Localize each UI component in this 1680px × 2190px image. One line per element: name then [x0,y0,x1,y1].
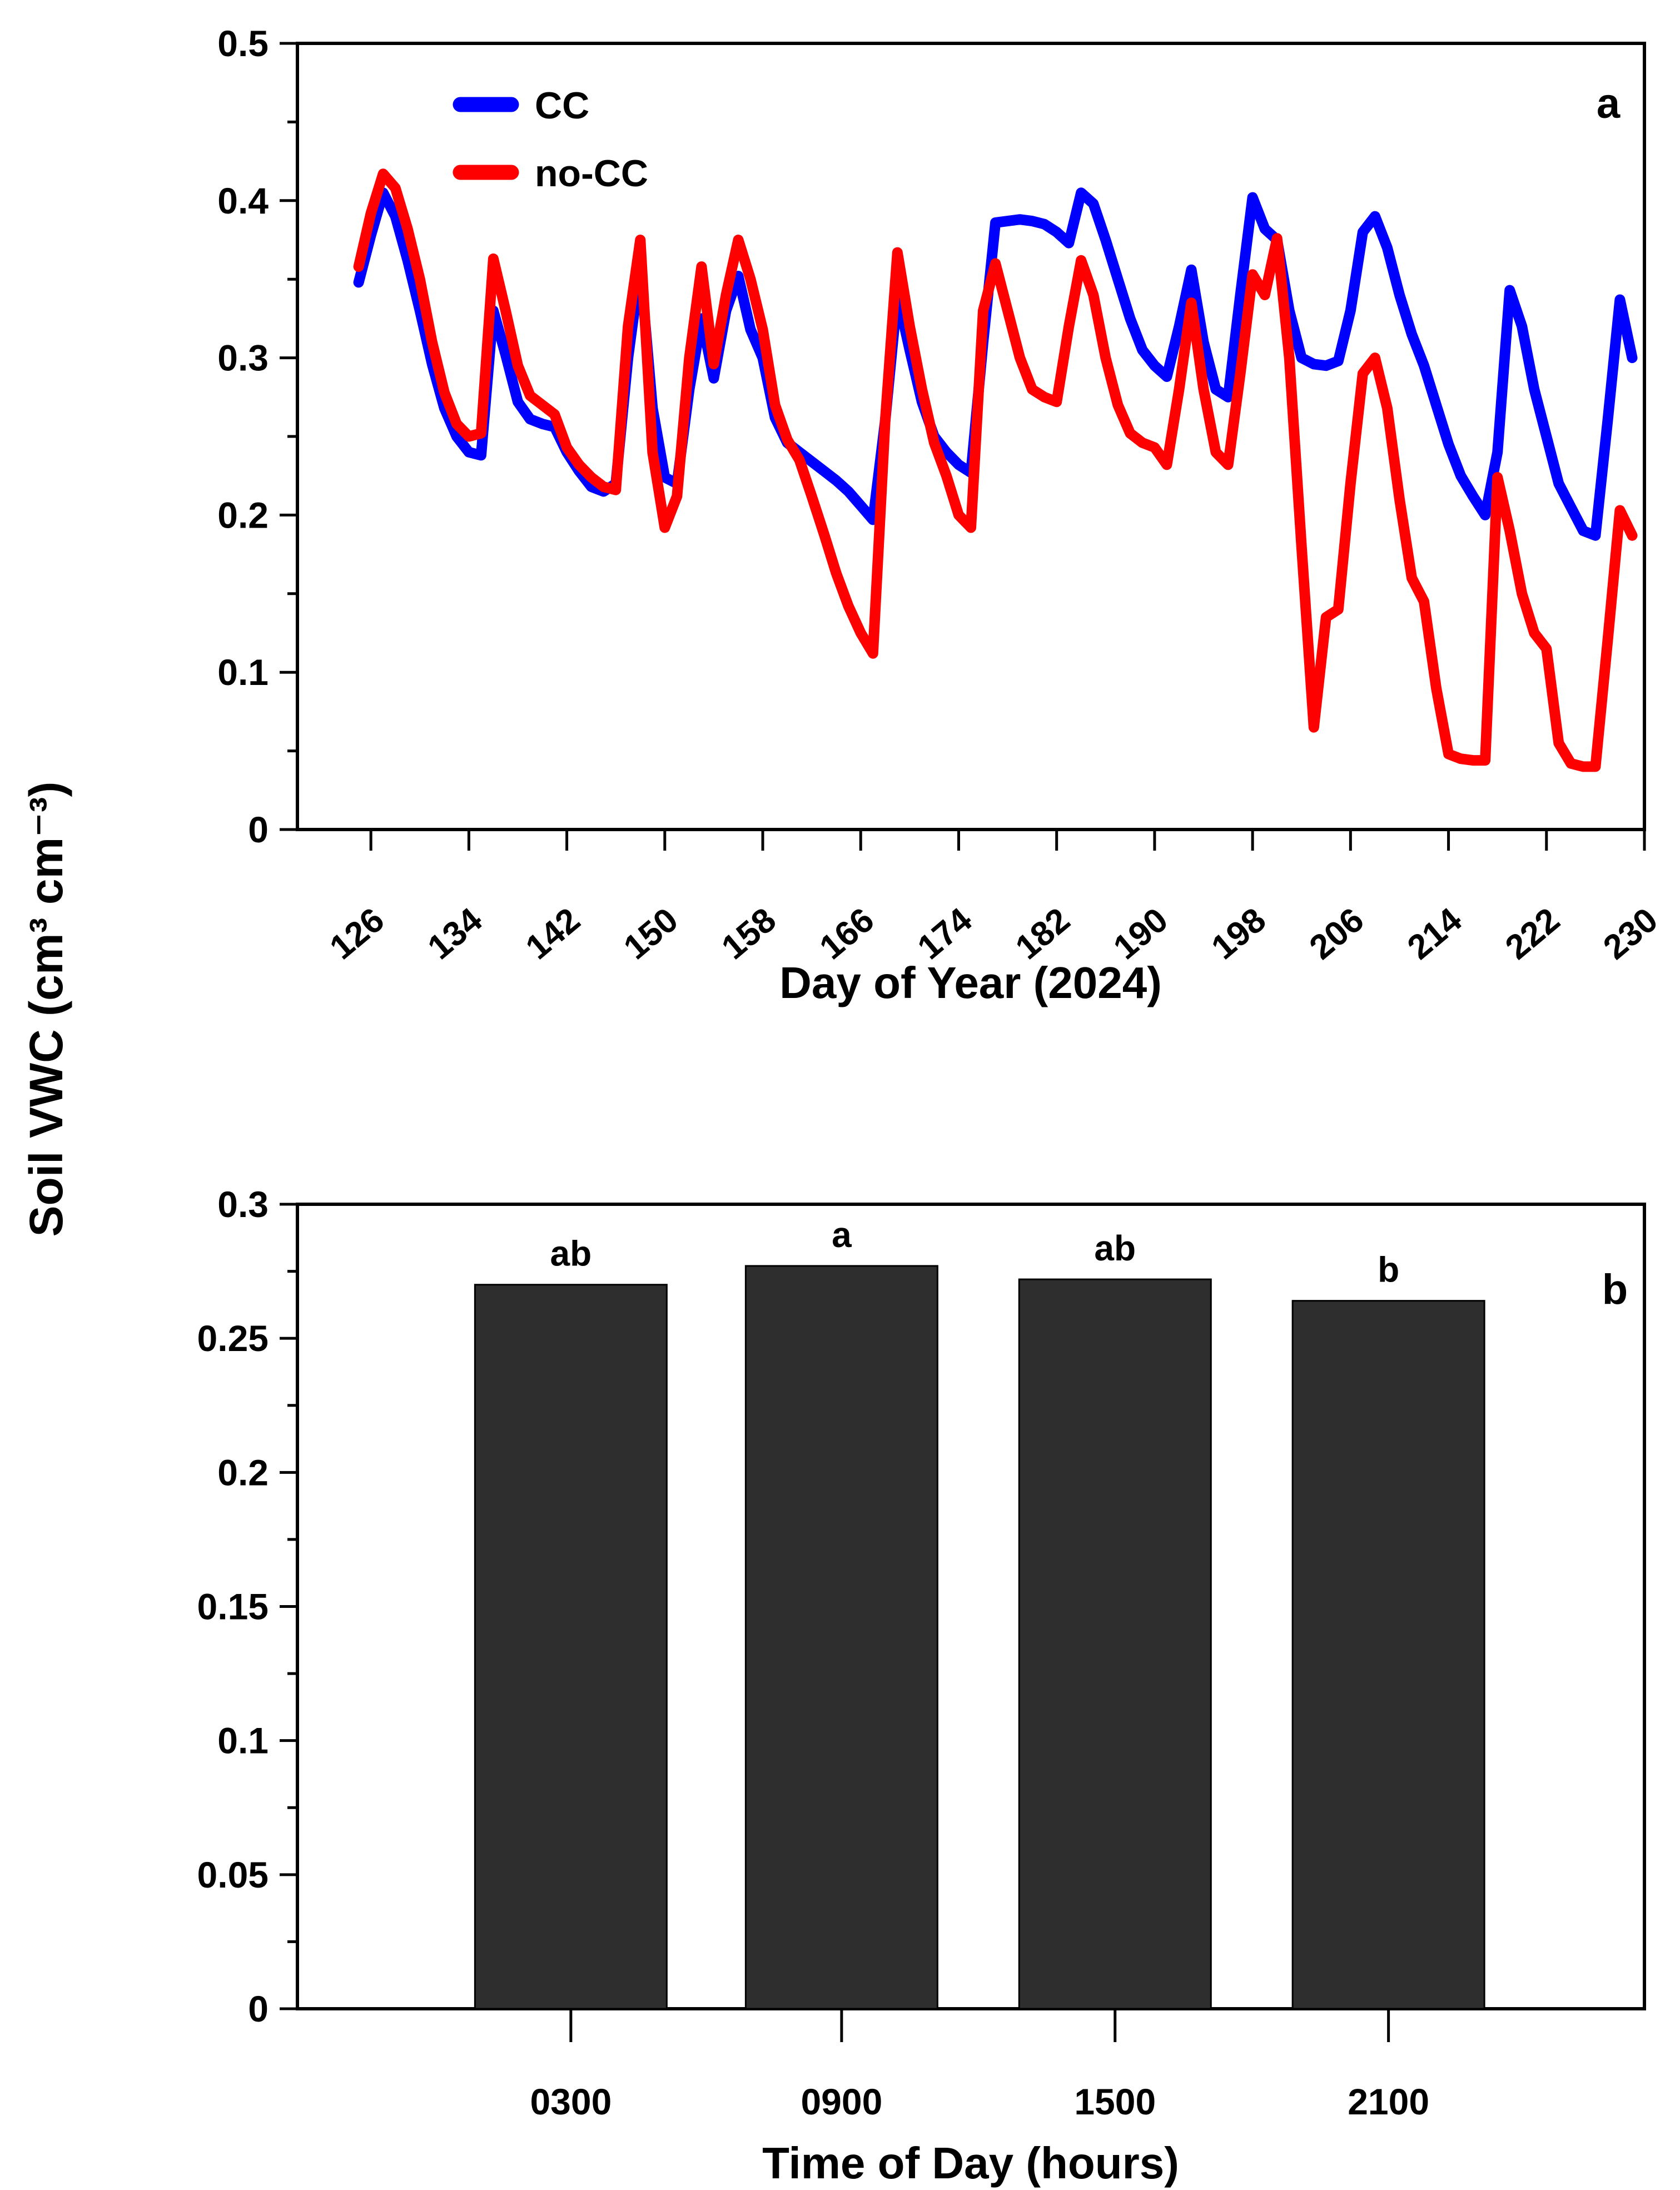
x-axis-title-day-of-year: Day of Year (2024) [779,958,1162,1007]
y-tick-label: 0.15 [197,1586,269,1627]
panel-a-series [353,168,1638,772]
x-category-label: 1500 [1074,2081,1156,2122]
panel-a-x-axis: 126 134 142 150 158 166 174 182 190 198 206 214 222 2… [323,830,1665,967]
y-tick-label: 0.05 [197,1854,269,1895]
sig-letter-1500: ab [1094,1228,1136,1268]
bar-0300 [474,1284,668,2010]
y-tick-label: 0.3 [217,1184,269,1225]
sig-letter-2100: b [1378,1250,1399,1290]
series-line-cc [353,187,1638,541]
y-tick-label: 0.4 [217,180,269,221]
bar-0900 [744,1265,938,2010]
x-tick-label: 174 [911,901,980,967]
x-tick-label: 166 [813,901,882,967]
sig-letter-0900: a [832,1215,852,1255]
panel-a: 0 0.1 0.2 0.3 0.4 0.5 126 134 142 150 158 166 174 18… [217,23,1665,1007]
y-tick-label: 0.5 [217,23,269,64]
x-tick-label: 158 [714,901,783,967]
x-category-label: 0900 [801,2081,882,2122]
panel-b: 0 0.05 0.1 0.15 0.2 0.25 0.3 ab a ab b 0300 0900 15… [197,1184,1646,2188]
x-tick-label: 214 [1400,901,1469,967]
legend-nocc-label: no-CC [535,152,648,195]
panel-b-x-axis: 0300 0900 1500 2100 [530,2009,1429,2122]
y-tick-label: 0.2 [217,494,269,535]
y-tick-label: 0 [248,809,269,850]
y-tick-label: 0.25 [197,1318,269,1359]
sig-letter-0300: ab [550,1234,592,1274]
bar-1500 [1018,1278,1212,2010]
x-tick-label: 206 [1303,901,1371,967]
x-category-label: 0300 [530,2081,612,2122]
x-tick-label: 230 [1596,901,1665,967]
x-tick-label: 134 [421,901,490,967]
x-category-label: 2100 [1348,2081,1429,2122]
y-tick-label: 0.1 [217,652,269,693]
y-tick-label: 0.3 [217,337,269,379]
x-tick-label: 126 [323,901,392,967]
y-tick-label: 0.2 [217,1452,269,1493]
y-tick-label: 0.1 [217,1720,269,1761]
y-tick-label: 0 [248,1988,269,2029]
panel-b-y-axis: 0 0.05 0.1 0.15 0.2 0.25 0.3 [197,1184,297,2029]
panel-b-letter: b [1602,1266,1628,1313]
x-axis-title-time-of-day: Time of Day (hours) [762,2138,1179,2188]
x-tick-label: 222 [1498,901,1567,967]
legend: CC no-CC [453,85,648,195]
legend-cc-label: CC [535,85,589,127]
series-line-no-cc [353,168,1638,772]
panel-a-letter: a [1597,80,1621,127]
x-tick-label: 142 [519,901,588,967]
x-tick-label: 182 [1008,901,1077,967]
panel-b-bars: ab a ab b [474,1215,1485,2010]
x-tick-label: 190 [1106,901,1175,967]
x-tick-label: 150 [617,901,685,967]
x-tick-label: 198 [1205,901,1274,967]
y-axis-title: Soil VWC (cm³ cm⁻³) [20,781,72,1236]
bar-2100 [1291,1300,1485,2010]
panel-a-y-axis: 0 0.1 0.2 0.3 0.4 0.5 [217,23,297,850]
